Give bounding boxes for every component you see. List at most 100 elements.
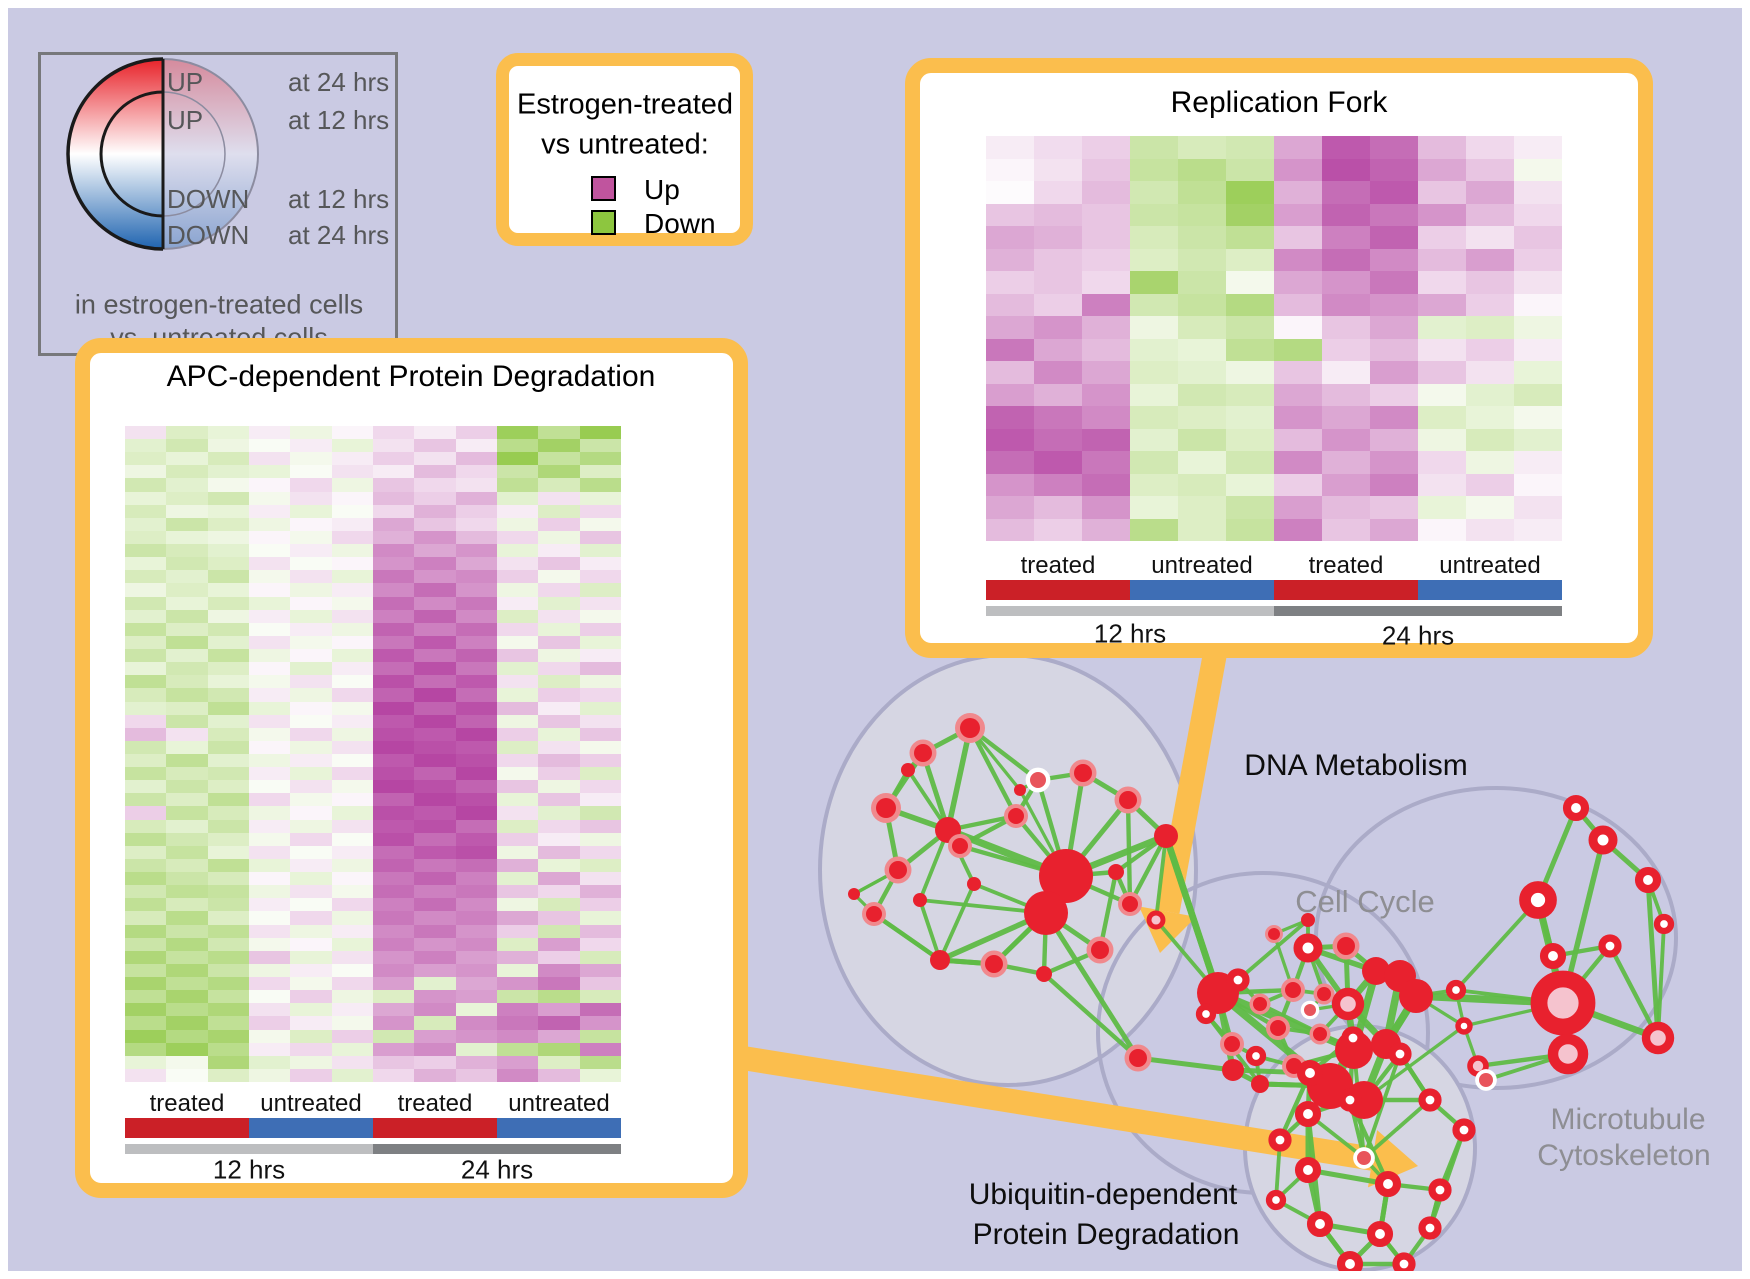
heatmap-cell: [331, 1016, 373, 1030]
heatmap-cell: [455, 517, 497, 531]
heatmap-cell: [372, 622, 415, 636]
heatmap-cell: [1226, 383, 1274, 406]
heatmap-cell: [455, 727, 497, 741]
heatmap-cell: [1466, 248, 1514, 271]
network-edge: [1608, 944, 1660, 1040]
heatmap-cell: [290, 740, 332, 754]
heatmap-cell: [331, 1029, 373, 1043]
heatmap-cell: [248, 911, 291, 925]
heatmap-cell: [1370, 248, 1418, 271]
heatmap-cell: [1514, 473, 1562, 496]
heatmap-cell: [290, 570, 332, 584]
heatmap-cell: [414, 714, 456, 728]
heatmap-cell: [496, 426, 539, 440]
heatmap-cell: [372, 635, 415, 650]
heatmap-cell: [1466, 226, 1514, 249]
heatmap-cell: [290, 675, 332, 689]
heatmap-cell: [1322, 271, 1370, 294]
heatmap-cell: [579, 753, 621, 768]
heatmap-cell: [455, 452, 497, 466]
heatmap-cell: [496, 662, 539, 676]
heatmap-cell: [125, 714, 167, 728]
heatmap-cell: [1082, 248, 1130, 271]
heatmap-cell: [207, 872, 249, 886]
gene-node: [1399, 979, 1433, 1013]
heatmap-cell: [579, 1068, 621, 1082]
heatmap-cell: [1034, 248, 1082, 271]
heatmap-cell: [207, 662, 249, 676]
heatmap-cell: [1034, 181, 1082, 204]
heatmap-cell: [414, 596, 456, 610]
heatmap-cell: [538, 517, 580, 531]
heatmap-cell: [372, 963, 415, 978]
heatmap-cell: [372, 1042, 415, 1056]
heatmap-cell: [579, 426, 621, 440]
heatmap-cell: [290, 465, 332, 479]
heatmap-cell: [331, 439, 373, 453]
heatmap-cell: [166, 452, 208, 466]
heatmap-cell: [579, 963, 621, 978]
heatmap-cell: [1130, 338, 1178, 361]
cell-cycle-label: Cell Cycle: [1295, 884, 1435, 919]
gene-node: [1336, 1250, 1364, 1271]
heatmap-cell: [290, 885, 332, 899]
heatmap-cell: [496, 530, 539, 545]
heatmap-cell: [331, 465, 373, 479]
heatmap-cell: [1418, 226, 1466, 249]
apc-group-treated-24: treated: [397, 1090, 473, 1117]
heatmap-cell: [1178, 203, 1226, 226]
heatmap-cell: [579, 806, 621, 820]
heatmap-cell: [496, 819, 539, 833]
gene-node: [1479, 1073, 1493, 1087]
network-edge: [1362, 1098, 1432, 1160]
heatmap-cell: [1226, 406, 1274, 429]
heatmap-cell: [331, 872, 373, 886]
rf-24hrs-bar: [1274, 606, 1562, 616]
heatmap-cell: [331, 622, 373, 636]
heatmap-cell: [372, 557, 415, 571]
heatmap-cell: [1322, 518, 1370, 541]
heatmap-cell: [248, 924, 291, 938]
heatmap-cell: [125, 635, 167, 650]
heatmap-cell: [248, 465, 291, 479]
heatmap-cell: [248, 819, 291, 833]
heatmap-cell: [372, 1016, 415, 1030]
heatmap-cell: [1082, 181, 1130, 204]
heatmap-cell: [372, 491, 415, 505]
heatmap-cell: [1514, 383, 1562, 406]
heatmap-cell: [414, 793, 456, 807]
gene-node: [985, 955, 1003, 973]
heatmap-cell: [414, 701, 456, 715]
heatmap-cell: [290, 872, 332, 886]
heatmap-cell: [414, 727, 456, 741]
heatmap-cell: [579, 1042, 621, 1056]
heatmap-cell: [372, 793, 415, 807]
heatmap-cell: [455, 701, 497, 715]
heatmap-cell: [1514, 316, 1562, 339]
heatmap-cell: [579, 570, 621, 584]
heatmap-cell: [166, 701, 208, 715]
heatmap-cell: [166, 570, 208, 584]
heatmap-cell: [125, 872, 167, 886]
heatmap-cell: [538, 911, 580, 925]
heatmap-cell: [1034, 361, 1082, 384]
heatmap-cell: [1274, 316, 1322, 339]
heatmap-cell: [986, 496, 1034, 519]
heatmap-cell: [125, 557, 167, 571]
heatmap-cell: [207, 780, 249, 794]
heatmap-cell: [455, 845, 497, 859]
heatmap-cell: [166, 439, 208, 453]
heatmap-cell: [207, 504, 249, 518]
heatmap-cell: [579, 1016, 621, 1030]
ring-time-down-24: at 24 hrs: [288, 220, 390, 250]
apc-12hrs-bar: [125, 1144, 373, 1154]
heatmap-cell: [455, 767, 497, 781]
heatmap-cell: [538, 1029, 580, 1043]
heatmap-cell: [496, 1068, 539, 1082]
heatmap-cell: [372, 727, 415, 741]
heatmap-cell: [496, 832, 539, 846]
network-edge: [945, 727, 973, 831]
heatmap-cell: [414, 819, 456, 833]
heatmap-cell: [331, 426, 373, 440]
heatmap-cell: [1034, 406, 1082, 429]
